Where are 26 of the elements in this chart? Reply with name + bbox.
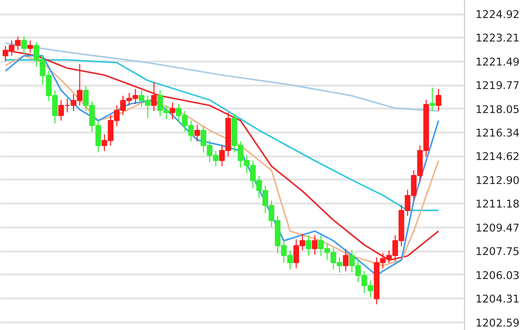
y-tick-label: 1207.75 [476, 245, 520, 258]
candlestick [342, 248, 349, 272]
candlestick [170, 102, 176, 120]
y-tick-label: 1219.77 [476, 79, 520, 92]
y-tick-label: 1204.31 [476, 292, 520, 306]
candlestick [312, 234, 318, 256]
candlestick [27, 40, 34, 54]
candlestick [436, 88, 442, 112]
y-tick-label: 1214.62 [476, 150, 520, 164]
line-series [4, 59, 440, 212]
y-tick-label: 1216.34 [476, 126, 520, 140]
y-tick-label: 1212.90 [476, 174, 520, 187]
y-tick-label: 1221.49 [476, 55, 520, 68]
candlestick [306, 234, 312, 256]
candlestick [430, 86, 436, 112]
y-tick-label: 1224.92 [476, 8, 520, 22]
line-series [4, 42, 440, 112]
y-tick-label: 1218.05 [476, 102, 520, 116]
y-tick-label: 1206.03 [476, 268, 520, 282]
y-tick-label: 1223.21 [476, 32, 520, 45]
y-tick-label: 1202.59 [476, 316, 520, 330]
candlestick [151, 81, 157, 112]
y-tick-label: 1211.18 [476, 198, 520, 211]
y-tick-label: 1209.47 [476, 221, 520, 234]
candlestick [21, 36, 27, 55]
candlestick [194, 124, 200, 142]
